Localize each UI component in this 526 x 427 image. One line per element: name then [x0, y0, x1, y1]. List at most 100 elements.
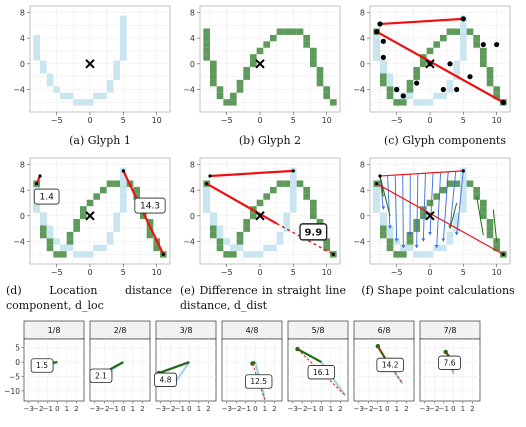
- glyph1-cell: [40, 67, 47, 74]
- glyph1-cell: [283, 225, 290, 232]
- x-tick-label: −3: [222, 405, 232, 413]
- glyph2-cell: [146, 231, 154, 239]
- glyph1-cell: [256, 251, 264, 258]
- glyph1-cell: [120, 28, 127, 35]
- x-tick-label: 2: [404, 405, 408, 413]
- x-tick-label: −3: [354, 405, 364, 413]
- glyph2-cell: [243, 225, 250, 232]
- straight-line: [209, 169, 294, 178]
- glyph1-cell: [413, 99, 420, 106]
- glyph1-cell: [373, 54, 380, 61]
- centroid-cross: [85, 59, 95, 69]
- glyph2-vector: [296, 348, 322, 364]
- glyph2-cell: [303, 193, 310, 200]
- glyph1-cell: [113, 73, 120, 80]
- panel-d: −5 0 5 10 −4 0 4 8 1.4 14.3: [13, 157, 171, 277]
- glyph2-cell: [296, 180, 304, 187]
- caption-d: (d) Location distance component, d_loc: [6, 284, 172, 312]
- facet-value-label-box: [244, 374, 273, 389]
- glyph1-cell: [413, 251, 420, 258]
- glyph1-cell: [80, 99, 87, 106]
- shape-green-ray: [449, 202, 458, 229]
- y-tick-label: −5: [9, 372, 20, 381]
- glyph2-cell: [493, 244, 500, 252]
- glyph1-cell: [216, 225, 224, 232]
- glyph1-cell: [120, 206, 127, 213]
- glyph2-cell: [243, 73, 250, 80]
- glyph1-cell: [453, 219, 460, 226]
- glyph1-cell: [73, 99, 80, 106]
- glyph1-cell: [33, 206, 40, 213]
- shape-ray-head: [414, 244, 419, 248]
- glyph1-cell: [106, 79, 114, 87]
- glyph2-cell: [276, 28, 284, 35]
- endpoint: [501, 252, 505, 256]
- glyph2-cell: [386, 238, 394, 245]
- glyph1-cell: [380, 60, 387, 68]
- glyph2-cell: [446, 180, 454, 187]
- component-point: [460, 16, 466, 22]
- shape-ray: [442, 171, 449, 242]
- f-line: [379, 170, 464, 177]
- glyph2-cell: [60, 251, 67, 258]
- y-tick-label: 0: [20, 212, 25, 221]
- glyph2-cell: [256, 199, 264, 207]
- y-tick-label: 4: [360, 186, 365, 195]
- x-tick-label: −1: [307, 405, 317, 413]
- glyph2-cell: [473, 41, 480, 48]
- facet-value-label: 16.1: [313, 368, 330, 377]
- glyph1-cell: [40, 219, 47, 226]
- component-point: [380, 54, 386, 60]
- glyph2-cell: [380, 73, 387, 80]
- glyph2-cell: [296, 28, 304, 35]
- component-point: [400, 93, 406, 99]
- panel-a: −5 0 5 10 −4 0 4 8: [13, 5, 171, 125]
- y-tick-label: 5: [15, 344, 20, 353]
- glyph2-cell: [80, 206, 87, 213]
- glyph1-cell: [40, 212, 47, 220]
- glyph2-cell: [223, 99, 230, 106]
- glyph1-cell: [290, 174, 297, 181]
- glyph1-cell: [53, 238, 60, 245]
- glyph1-cell: [33, 34, 40, 42]
- glyph2-cell: [146, 219, 154, 226]
- glyph2-cell: [113, 180, 120, 187]
- glyph2-cell: [86, 199, 94, 207]
- glyph2-cell: [210, 73, 217, 80]
- glyph2-cell: [473, 34, 480, 42]
- glyph2-cell: [446, 28, 454, 35]
- component-point: [447, 61, 453, 67]
- facet-panel-5: 5/8 −3 −2 −1 0 1 2 16.1: [288, 320, 349, 413]
- glyph2-cell: [223, 251, 230, 258]
- shape-ray: [456, 170, 464, 236]
- glyph1-cell: [460, 206, 467, 213]
- facet-value-label: 2.1: [95, 371, 107, 380]
- glyph1-cell: [373, 186, 380, 194]
- glyph2-cell: [413, 67, 420, 74]
- glyph2-cell: [380, 231, 387, 239]
- facet-panel-1: 1/8−3 −2 −1 0 1 250−5−101.5: [4, 320, 85, 413]
- glyph1-cell: [440, 92, 447, 100]
- x-tick-label: 5: [121, 116, 126, 125]
- glyph1-cell: [386, 79, 394, 87]
- glyph1-cell: [276, 231, 284, 239]
- x-tick-label: 0: [427, 116, 432, 125]
- glyph1-cell: [120, 186, 127, 194]
- glyph1-cell: [113, 225, 120, 232]
- glyph1-cell: [460, 41, 467, 48]
- y-tick-label: −4: [353, 86, 365, 95]
- facet-background: [221, 338, 283, 402]
- glyph2-cell: [210, 79, 217, 87]
- shape-ray-head: [428, 232, 432, 236]
- glyph1-cell: [380, 67, 387, 74]
- difference-label: 9.9: [304, 227, 322, 238]
- x-tick-label: 5: [461, 116, 466, 125]
- glyph2-cell: [486, 225, 494, 232]
- glyph1-cell: [373, 47, 380, 55]
- glyph1-cell: [283, 219, 290, 226]
- glyph1-cell: [210, 219, 217, 226]
- shape-ray-head: [454, 232, 459, 236]
- centroid-cross: [255, 59, 265, 69]
- shape-green-ray: [476, 196, 484, 236]
- glyph2-cell: [230, 251, 237, 258]
